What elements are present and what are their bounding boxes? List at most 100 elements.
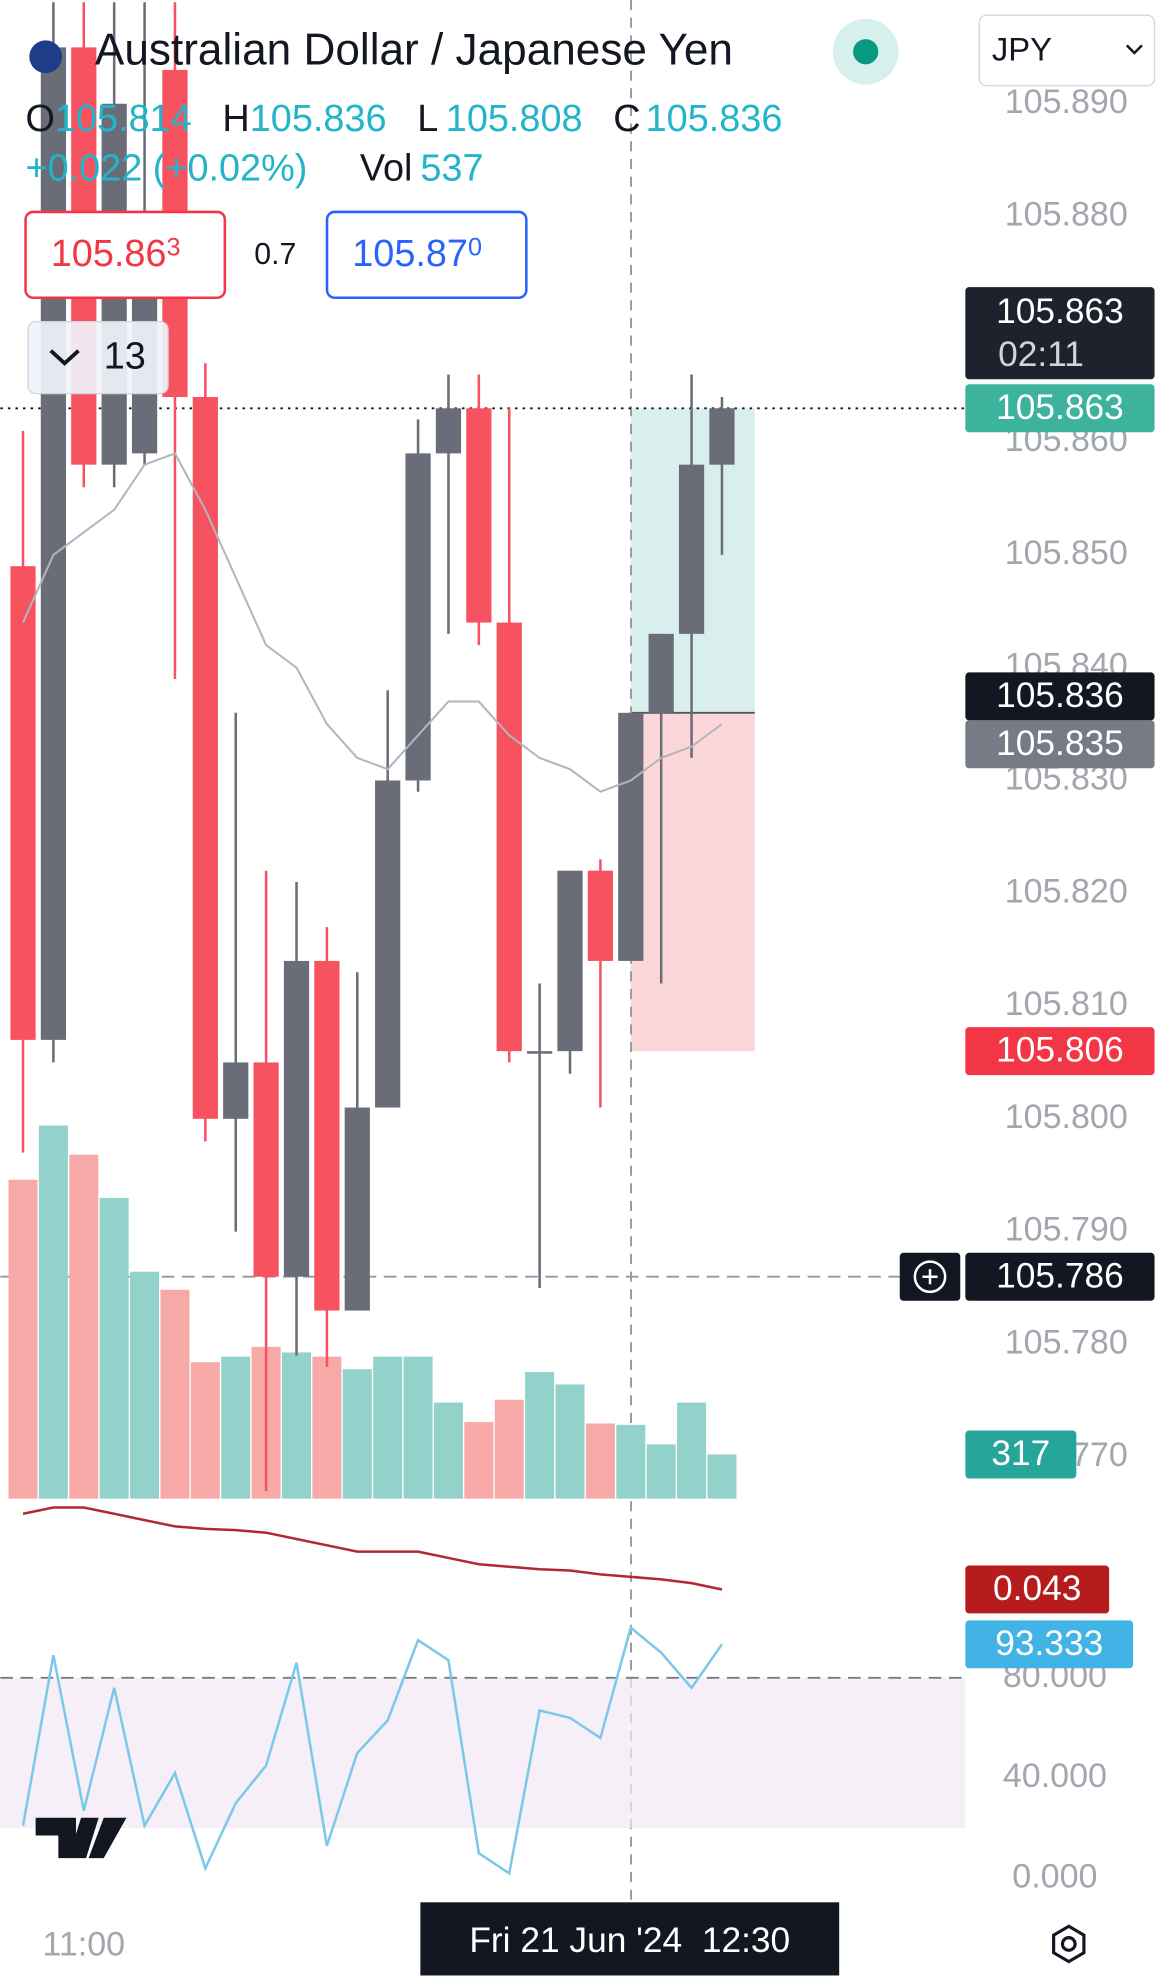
- volume-bar: [464, 1422, 494, 1499]
- countdown-price: 105.863: [996, 292, 1124, 331]
- ask-pip: 0: [468, 233, 482, 261]
- settings-icon-center: [1060, 1936, 1077, 1952]
- price-badge: [965, 1430, 1077, 1479]
- price-badge-label: 105.836: [996, 676, 1124, 715]
- y-tick-label: 105.850: [1005, 534, 1128, 572]
- volume-bar: [190, 1362, 220, 1499]
- currency-box[interactable]: [978, 14, 1156, 87]
- volume-bar: [69, 1154, 99, 1499]
- candle-body: [466, 408, 492, 623]
- moving-average: [22, 452, 723, 793]
- volume-bar: [616, 1424, 646, 1499]
- price-badge: [965, 384, 1155, 433]
- indicators-toggle[interactable]: [27, 321, 169, 395]
- candle-body: [496, 622, 522, 1052]
- y-tick-label: 40.000: [1003, 1757, 1107, 1795]
- ohlc-value: 105.836: [646, 98, 783, 140]
- volume-bar: [99, 1197, 129, 1499]
- volume-bar: [494, 1399, 524, 1499]
- candle-body: [10, 566, 36, 1040]
- oscillator-band: [0, 1677, 966, 1829]
- countdown-badge: [965, 287, 1155, 380]
- ohlc-value: 105.836: [250, 98, 387, 140]
- ohlc-value: 105.808: [446, 98, 583, 140]
- change: +0.022 (+0.02%): [26, 147, 308, 189]
- candle-body: [678, 464, 705, 634]
- ohlc-row: O105.814 H105.836 L 105.808 C 105.836: [26, 98, 783, 140]
- volume-bar: [342, 1369, 372, 1499]
- candle-body: [253, 1062, 279, 1277]
- bid-pip: 3: [166, 233, 180, 261]
- currency: JPY: [992, 30, 1052, 67]
- volume-bar: [677, 1402, 707, 1499]
- logo-shape: [35, 1817, 127, 1859]
- price-badge-label: 105.786: [996, 1256, 1124, 1295]
- logo: [35, 1817, 127, 1859]
- candle-body: [557, 870, 583, 1052]
- ohlc-key: H: [222, 98, 249, 140]
- crosshair-time-box: [420, 1902, 840, 1976]
- volume-bar: [646, 1444, 676, 1499]
- candle-body: [648, 633, 674, 713]
- indicators-count: 13: [104, 335, 146, 377]
- ohlc-key: O: [26, 98, 55, 140]
- candle-body: [223, 1062, 249, 1119]
- vol-key: Vol: [360, 147, 413, 189]
- countdown-time: 02:11: [998, 335, 1084, 374]
- candle-body: [405, 453, 431, 781]
- chevron: [49, 349, 80, 366]
- vol-value: 537: [420, 147, 483, 189]
- indicator-line: [21, 1625, 723, 1876]
- candle-body: [344, 1107, 370, 1311]
- volume-bar: [373, 1356, 403, 1499]
- crosshair-time: Fri 21 Jun '24 12:30: [469, 1921, 790, 1960]
- y-tick-label: 0.000: [1012, 1857, 1097, 1895]
- ohlc-key: L: [417, 98, 438, 140]
- volume-bar: [585, 1423, 615, 1499]
- candle-body: [618, 712, 644, 961]
- candle-body: [283, 960, 310, 1277]
- ohlc-value: 105.814: [55, 98, 192, 140]
- buy-button[interactable]: [325, 210, 528, 299]
- volume-bar: [525, 1371, 555, 1499]
- price-badge: [965, 1027, 1155, 1076]
- y-tick-label: 105.800: [1005, 1098, 1128, 1136]
- add-icon-plus: [922, 1269, 938, 1285]
- bid-main: 105.86: [51, 233, 167, 275]
- volume-bar: [130, 1271, 160, 1499]
- volume-bar: [282, 1352, 312, 1499]
- volume-bar: [555, 1384, 585, 1499]
- candle-body: [709, 408, 735, 465]
- price-badge-label: 105.835: [996, 724, 1124, 763]
- ui-layer: Australian Dollar / Japanese Yen JPY O10…: [24, 14, 1156, 1964]
- y-tick-label: 105.880: [1005, 196, 1128, 234]
- price-badge-label: 0.043: [993, 1569, 1081, 1608]
- chevron: [1125, 44, 1143, 55]
- sell-button[interactable]: [24, 210, 227, 299]
- bid: 105.863: [51, 233, 181, 275]
- candle-body: [527, 1051, 553, 1054]
- settings-icon[interactable]: [1052, 1924, 1086, 1964]
- price-badge: [965, 720, 1155, 769]
- price-badge: [965, 1620, 1134, 1669]
- candle-body: [192, 397, 218, 1119]
- volume-bar: [433, 1402, 463, 1499]
- volume-bar: [38, 1125, 68, 1499]
- indicator-line: [22, 1506, 723, 1591]
- ask-main: 105.87: [352, 233, 468, 275]
- spread: 0.7: [254, 238, 296, 271]
- add-icon: [913, 1260, 947, 1294]
- y-tick-label: 105.810: [1005, 985, 1128, 1023]
- volume-bar: [160, 1289, 190, 1499]
- volume-bar: [403, 1356, 433, 1499]
- price-badge-label: 105.863: [996, 388, 1124, 427]
- candle-body: [375, 780, 401, 1108]
- status-dot: [853, 39, 879, 65]
- volume-bar: [8, 1179, 38, 1499]
- ohlc-key: C: [613, 98, 640, 140]
- candle-body: [40, 47, 67, 1040]
- price-badge-label: 93.333: [995, 1624, 1103, 1663]
- y-tick-label: 105.820: [1005, 872, 1128, 910]
- symbol-title[interactable]: Australian Dollar / Japanese Yen: [95, 26, 733, 75]
- y-tick-label: 105.790: [1005, 1211, 1128, 1249]
